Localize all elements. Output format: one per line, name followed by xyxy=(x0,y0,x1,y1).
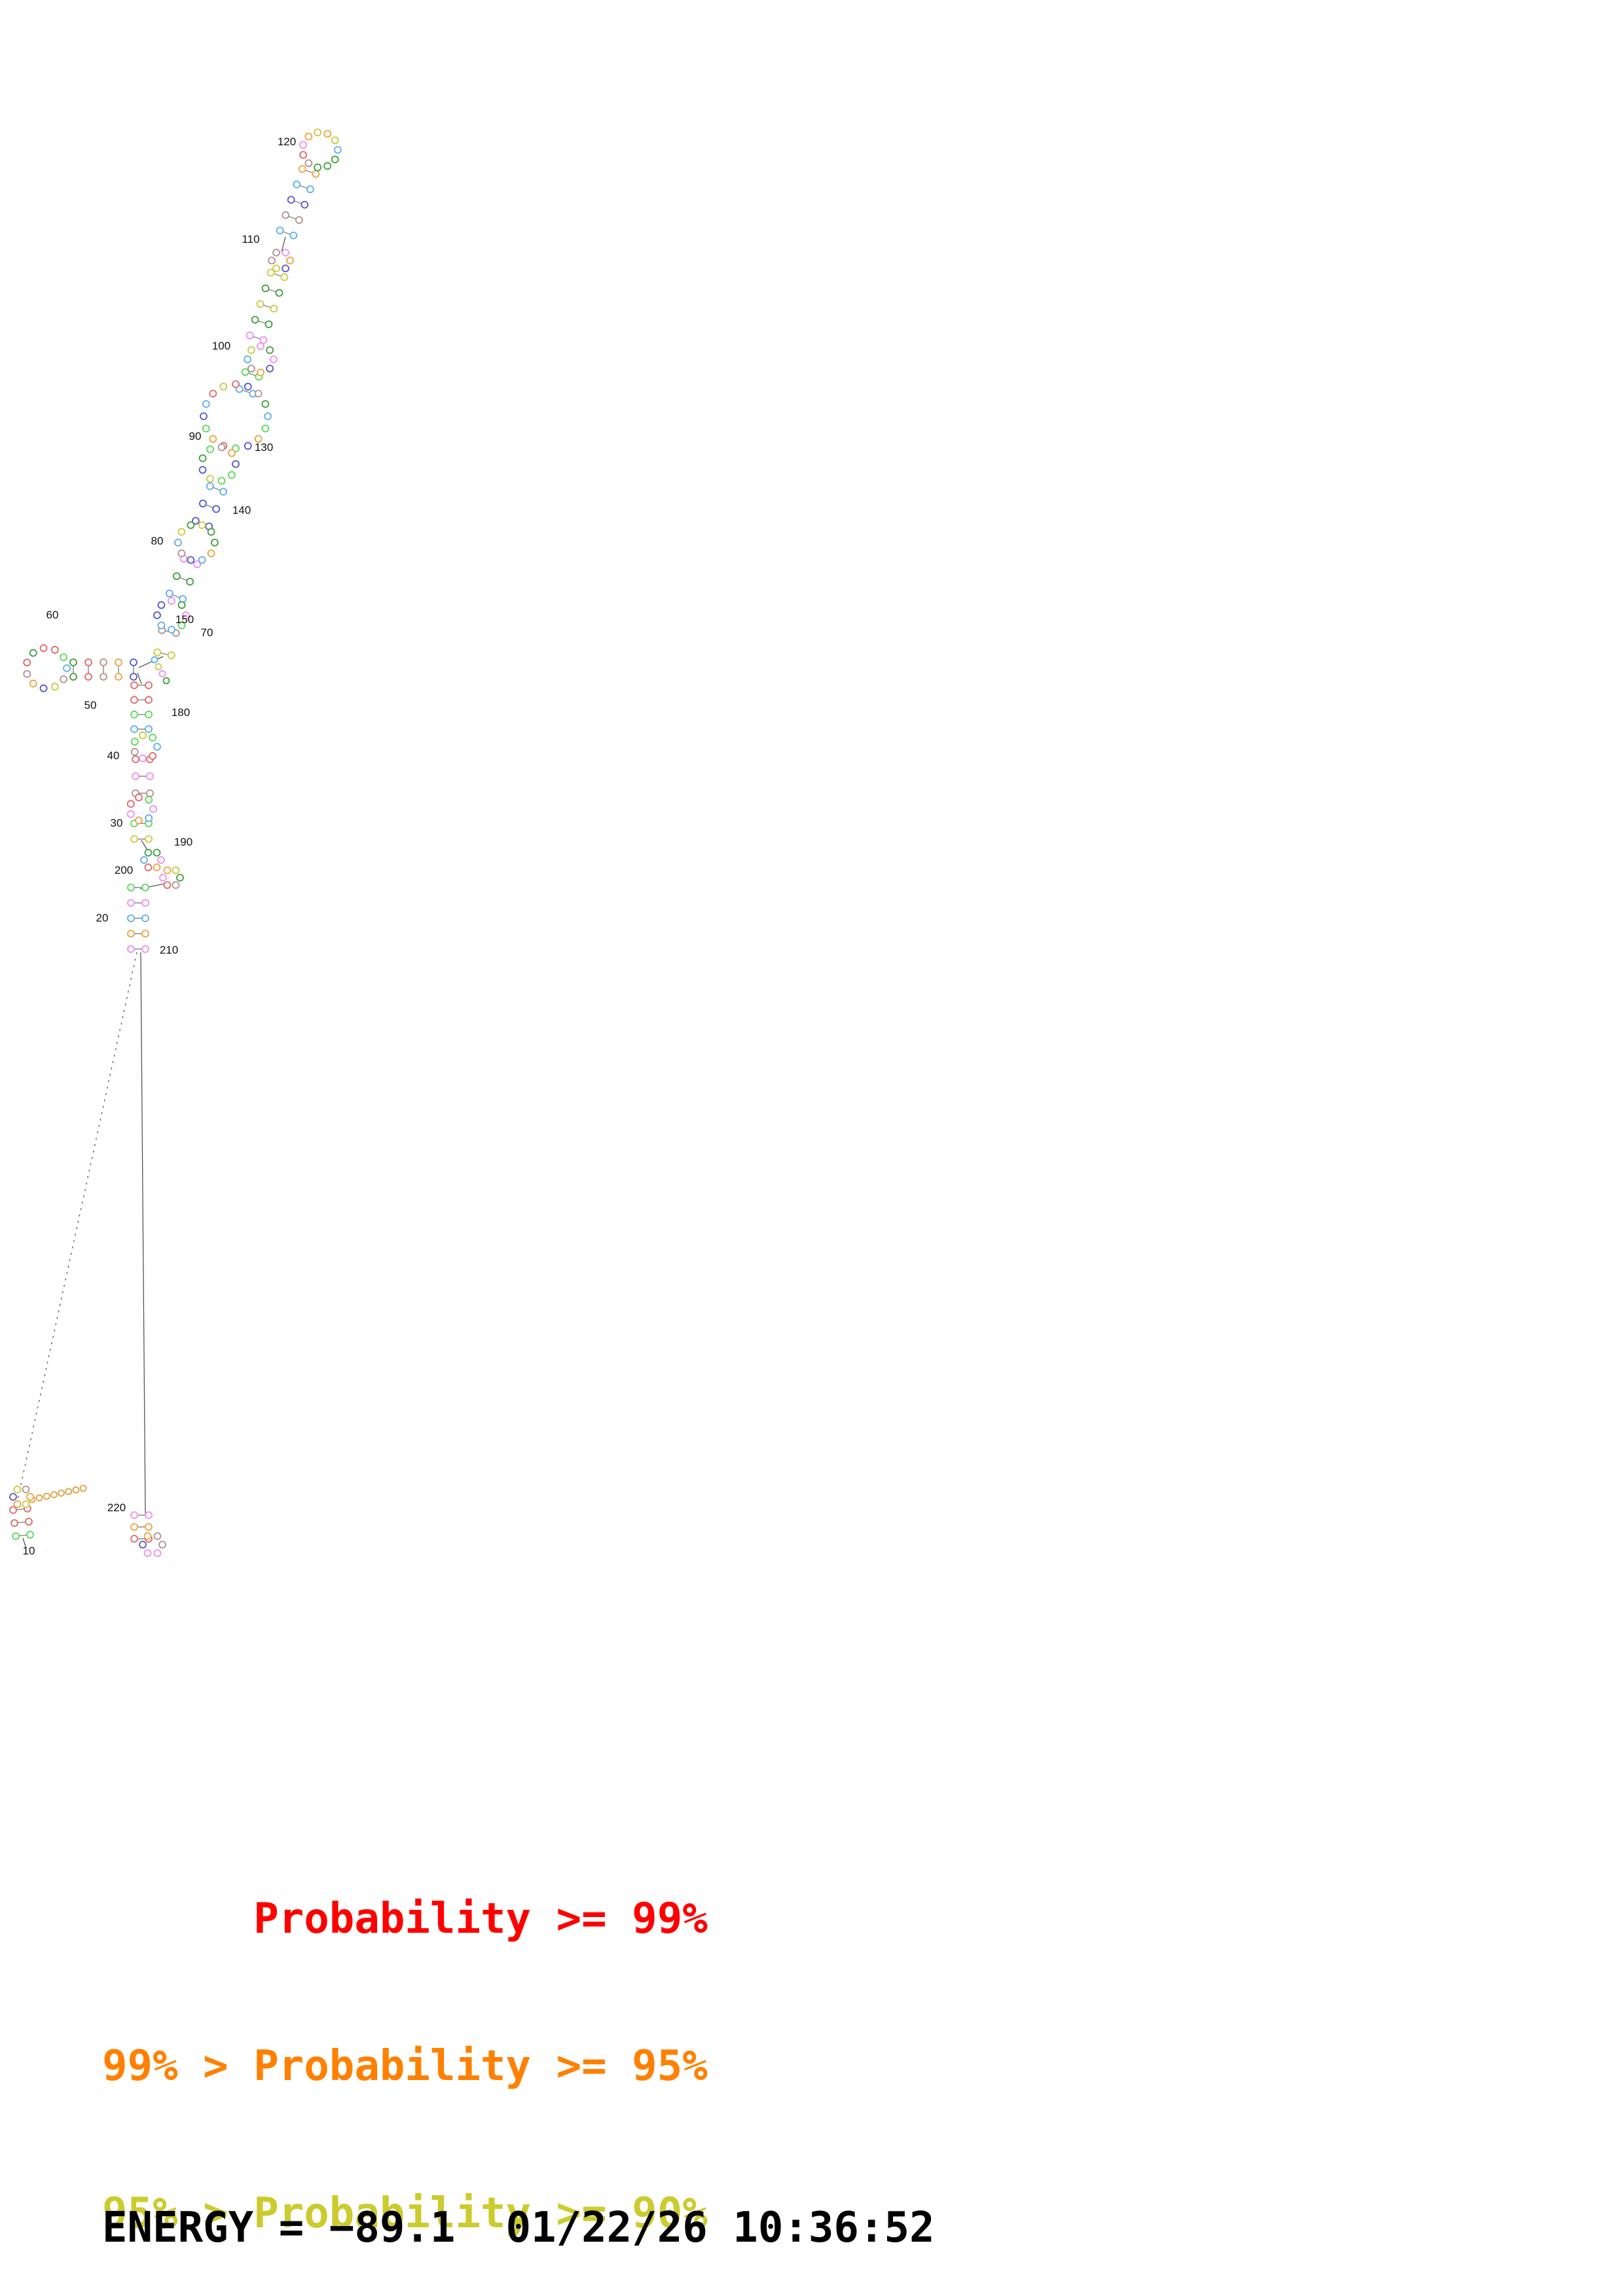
legend-item-95: 99% > Probability >= 95% xyxy=(102,2042,708,2090)
residue-label: 180 xyxy=(172,706,190,719)
residue-label: 50 xyxy=(84,699,97,711)
legend-item-99: Probability >= 99% xyxy=(102,1895,708,1943)
residue-label: 70 xyxy=(201,626,213,639)
loop-nucleotides xyxy=(9,128,342,1557)
backbone-connectors xyxy=(17,236,286,1549)
residue-label: 100 xyxy=(212,340,230,352)
residue-label: 140 xyxy=(232,504,251,516)
energy-readout: ENERGY = −89.1 01/22/26 10:36:52 xyxy=(102,2204,935,2252)
residue-label: 80 xyxy=(151,535,164,547)
legend-item-90: 95% > Probability >= 90% xyxy=(102,2189,708,2238)
residue-labels: 120 110 100 90 130 140 80 150 60 70 50 180 40 30 190 20… xyxy=(23,135,297,1557)
residue-label: 30 xyxy=(111,817,123,829)
single-strand-chains xyxy=(28,656,170,1503)
residue-label: 210 xyxy=(160,944,178,956)
residue-label: 120 xyxy=(278,135,296,148)
residue-label: 110 xyxy=(242,233,259,245)
residue-label: 130 xyxy=(255,441,273,454)
residue-label: 20 xyxy=(96,912,109,924)
residue-label: 200 xyxy=(115,864,133,876)
residue-label: 220 xyxy=(107,1501,126,1514)
residue-label: 90 xyxy=(189,430,202,442)
probability-legend: Probability >= 99% 99% > Probability >= … xyxy=(102,1797,708,2296)
residue-label: 150 xyxy=(175,613,194,626)
helix-base-pairs xyxy=(9,165,320,1543)
residue-label: 40 xyxy=(107,749,120,762)
residue-label: 10 xyxy=(23,1545,35,1557)
residue-label: 190 xyxy=(174,836,192,848)
residue-label: 60 xyxy=(46,609,59,621)
